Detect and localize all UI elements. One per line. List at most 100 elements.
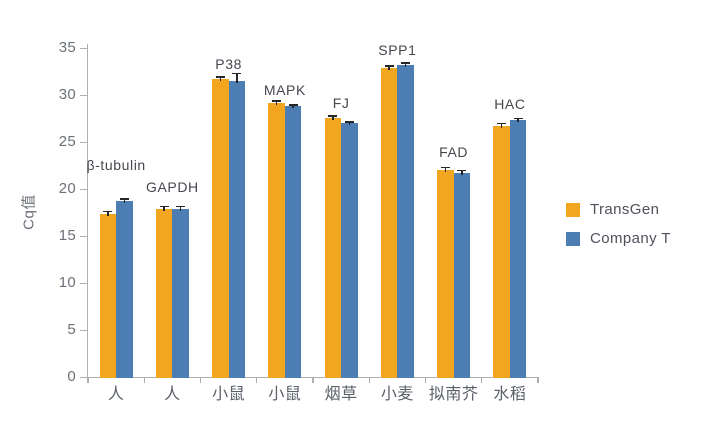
error-bar-cap	[384, 65, 394, 67]
error-bar-cap	[176, 205, 186, 208]
error-bar-stem	[107, 211, 109, 217]
error-bar-cap	[288, 104, 298, 106]
bar-group-label: β-tubulin	[86, 157, 146, 174]
bar-transgen	[380, 67, 398, 378]
bar-transgen	[268, 102, 285, 378]
bar-company-t	[172, 208, 189, 378]
error-bar-stem	[404, 63, 407, 67]
x-axis-line	[86, 376, 538, 378]
y-tick-mark	[79, 376, 87, 378]
x-category-label: 人	[107, 386, 125, 403]
error-bar-stem	[163, 206, 165, 211]
error-bar-stem	[123, 198, 126, 204]
bar-group-label: HAC	[494, 96, 526, 113]
bar-transgen	[493, 126, 510, 378]
y-tick-label: 20	[58, 180, 76, 197]
y-axis-line	[86, 44, 88, 378]
bar-company-t	[341, 123, 358, 378]
y-tick-label: 25	[58, 133, 76, 150]
error-bar-stem	[348, 121, 351, 126]
bar-group-label: GAPDH	[145, 178, 199, 195]
bar-group-label: FAD	[439, 144, 469, 161]
error-bar-cap	[440, 166, 450, 169]
bar-transgen	[99, 214, 117, 378]
y-axis-title: Cq值	[20, 194, 38, 230]
y-tick-mark	[79, 47, 87, 49]
error-bar-cap	[232, 72, 242, 75]
legend: TransGen Company T	[566, 201, 671, 259]
error-bar-stem	[332, 116, 334, 120]
y-tick-mark	[79, 141, 87, 143]
x-category-label: 人	[164, 386, 181, 403]
legend-label-transgen: TransGen	[590, 201, 660, 218]
error-bar-cap	[497, 122, 507, 124]
y-tick-label: 10	[58, 274, 76, 291]
error-bar-stem	[517, 118, 519, 123]
error-bar-stem	[500, 123, 503, 129]
bar-company-t	[397, 64, 414, 378]
legend-swatch-transgen	[566, 203, 580, 217]
error-bar-stem	[292, 104, 294, 109]
error-bar-cap	[513, 117, 523, 120]
x-tick-mark	[424, 377, 427, 383]
error-bar-cap	[344, 121, 354, 123]
bar-group-label: P38	[215, 56, 242, 73]
y-tick-label: 15	[58, 227, 76, 244]
x-category-label: 烟草	[324, 386, 358, 403]
error-bar-cap	[119, 198, 129, 200]
bar-transgen	[324, 117, 342, 378]
bar-group-label: SPP1	[378, 41, 417, 58]
y-tick-label: 30	[58, 86, 76, 103]
legend-label-company-t: Company T	[590, 230, 671, 247]
bar-transgen	[212, 79, 229, 378]
x-tick-mark	[481, 377, 483, 383]
x-category-label: 拟南芥	[428, 386, 479, 403]
bar-company-t	[453, 173, 471, 378]
y-tick-mark	[79, 235, 87, 237]
x-category-label: 水稻	[493, 386, 527, 403]
bar-transgen	[155, 208, 173, 378]
error-bar-cap	[401, 62, 411, 64]
bar-group-label: FJ	[332, 94, 350, 111]
y-tick-label: 0	[67, 368, 76, 385]
legend-swatch-company-t	[566, 232, 580, 246]
bar-group-label: MAPK	[263, 81, 306, 98]
y-tick-label: 5	[67, 321, 76, 338]
x-tick-mark	[256, 377, 258, 383]
legend-item-transgen: TransGen	[566, 201, 671, 219]
x-category-label: 小鼠	[268, 386, 302, 403]
x-tick-mark	[87, 377, 89, 383]
error-bar-cap	[457, 169, 467, 171]
y-tick-mark	[79, 94, 87, 96]
error-bar-cap	[328, 115, 338, 117]
error-bar-cap	[159, 205, 169, 208]
error-bar-stem	[275, 101, 278, 105]
error-bar-cap	[103, 210, 113, 213]
error-bar-cap	[272, 100, 282, 102]
x-tick-mark	[143, 377, 145, 383]
bar-company-t	[228, 80, 246, 378]
error-bar-stem	[219, 77, 222, 82]
legend-item-company-t: Company T	[566, 230, 671, 248]
y-tick-mark	[79, 329, 87, 331]
x-category-label: 小鼠	[212, 386, 246, 403]
y-tick-mark	[79, 188, 87, 190]
x-tick-mark	[368, 377, 370, 383]
bar-transgen	[437, 170, 454, 378]
y-tick-label: 35	[58, 39, 76, 56]
x-tick-mark	[312, 377, 314, 383]
x-category-label: 小麦	[380, 386, 414, 403]
x-tick-mark	[199, 377, 202, 383]
bar-company-t	[509, 120, 527, 378]
error-bar-stem	[461, 170, 463, 176]
error-bar-cap	[215, 76, 225, 78]
bar-company-t	[284, 106, 302, 378]
y-tick-mark	[79, 282, 87, 284]
error-bar-stem	[179, 206, 182, 211]
x-tick-mark	[537, 377, 539, 383]
error-bar-stem	[388, 65, 390, 70]
error-bar-stem	[444, 167, 447, 173]
error-bar-stem	[236, 73, 238, 83]
bar-company-t	[116, 201, 133, 378]
